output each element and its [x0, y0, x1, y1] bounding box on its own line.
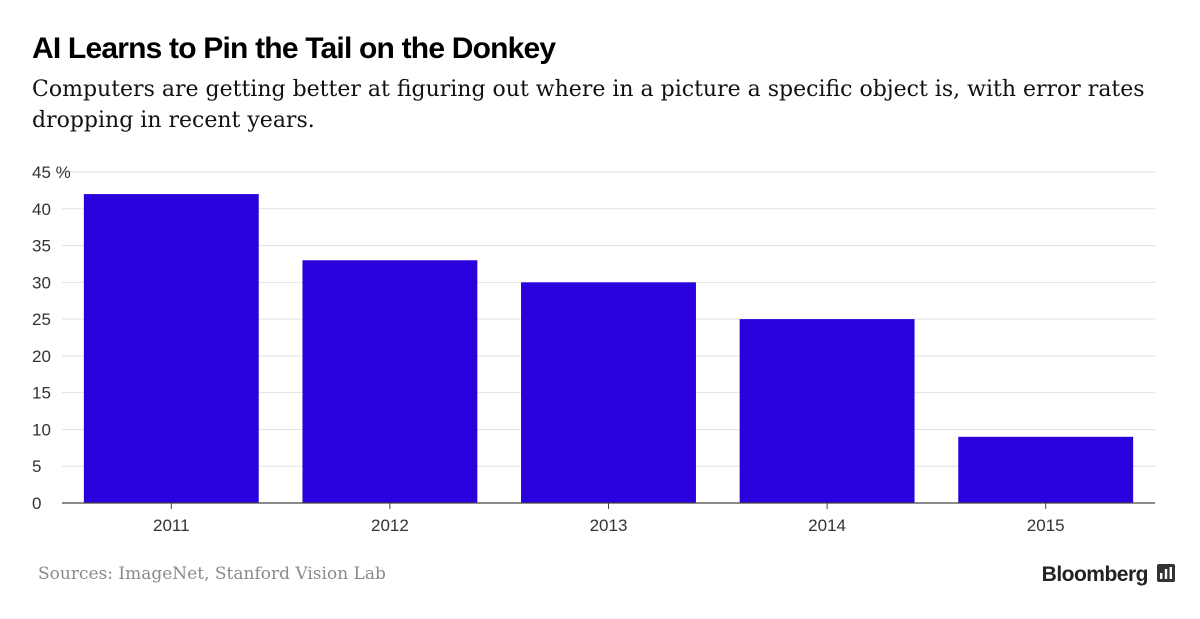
y-tick-label: 20 — [32, 347, 51, 366]
chart-title: AI Learns to Pin the Tail on the Donkey — [32, 32, 556, 65]
bloomberg-logo: Bloomberg — [1041, 563, 1149, 586]
bar-2011 — [83, 194, 259, 504]
y-tick-label: 30 — [32, 273, 51, 292]
x-tick-label: 2012 — [371, 516, 409, 535]
y-tick-label: 25 — [32, 310, 51, 329]
bar-2012 — [302, 260, 478, 503]
y-tick-label: 5 — [32, 457, 41, 476]
y-tick-label: 10 — [32, 420, 51, 439]
bar-2015 — [958, 436, 1134, 503]
chart-subtitle: Computers are getting better at figuring… — [32, 77, 1145, 133]
x-tick-label: 2014 — [808, 516, 846, 535]
bar-2013 — [521, 282, 696, 503]
bars — [83, 194, 1134, 504]
x-tick-label: 2015 — [1027, 516, 1065, 535]
y-tick-label: 45 % — [32, 163, 71, 182]
x-tick-label: 2011 — [153, 516, 190, 535]
x-tick-label: 2013 — [590, 516, 628, 535]
source-note: Sources: ImageNet, Stanford Vision Lab — [38, 564, 386, 584]
y-axis-labels: 0 5 10 15 20 25 30 35 40 45 % — [32, 163, 71, 513]
bar-2014 — [739, 319, 915, 503]
bloomberg-terminal-icon — [1157, 564, 1175, 582]
y-tick-label: 15 — [32, 384, 51, 403]
y-tick-label: 40 — [32, 200, 51, 219]
y-tick-label: 0 — [32, 494, 41, 513]
y-tick-label: 35 — [32, 237, 51, 256]
x-axis-labels: 2011 2012 2013 2014 2015 — [153, 503, 1065, 535]
